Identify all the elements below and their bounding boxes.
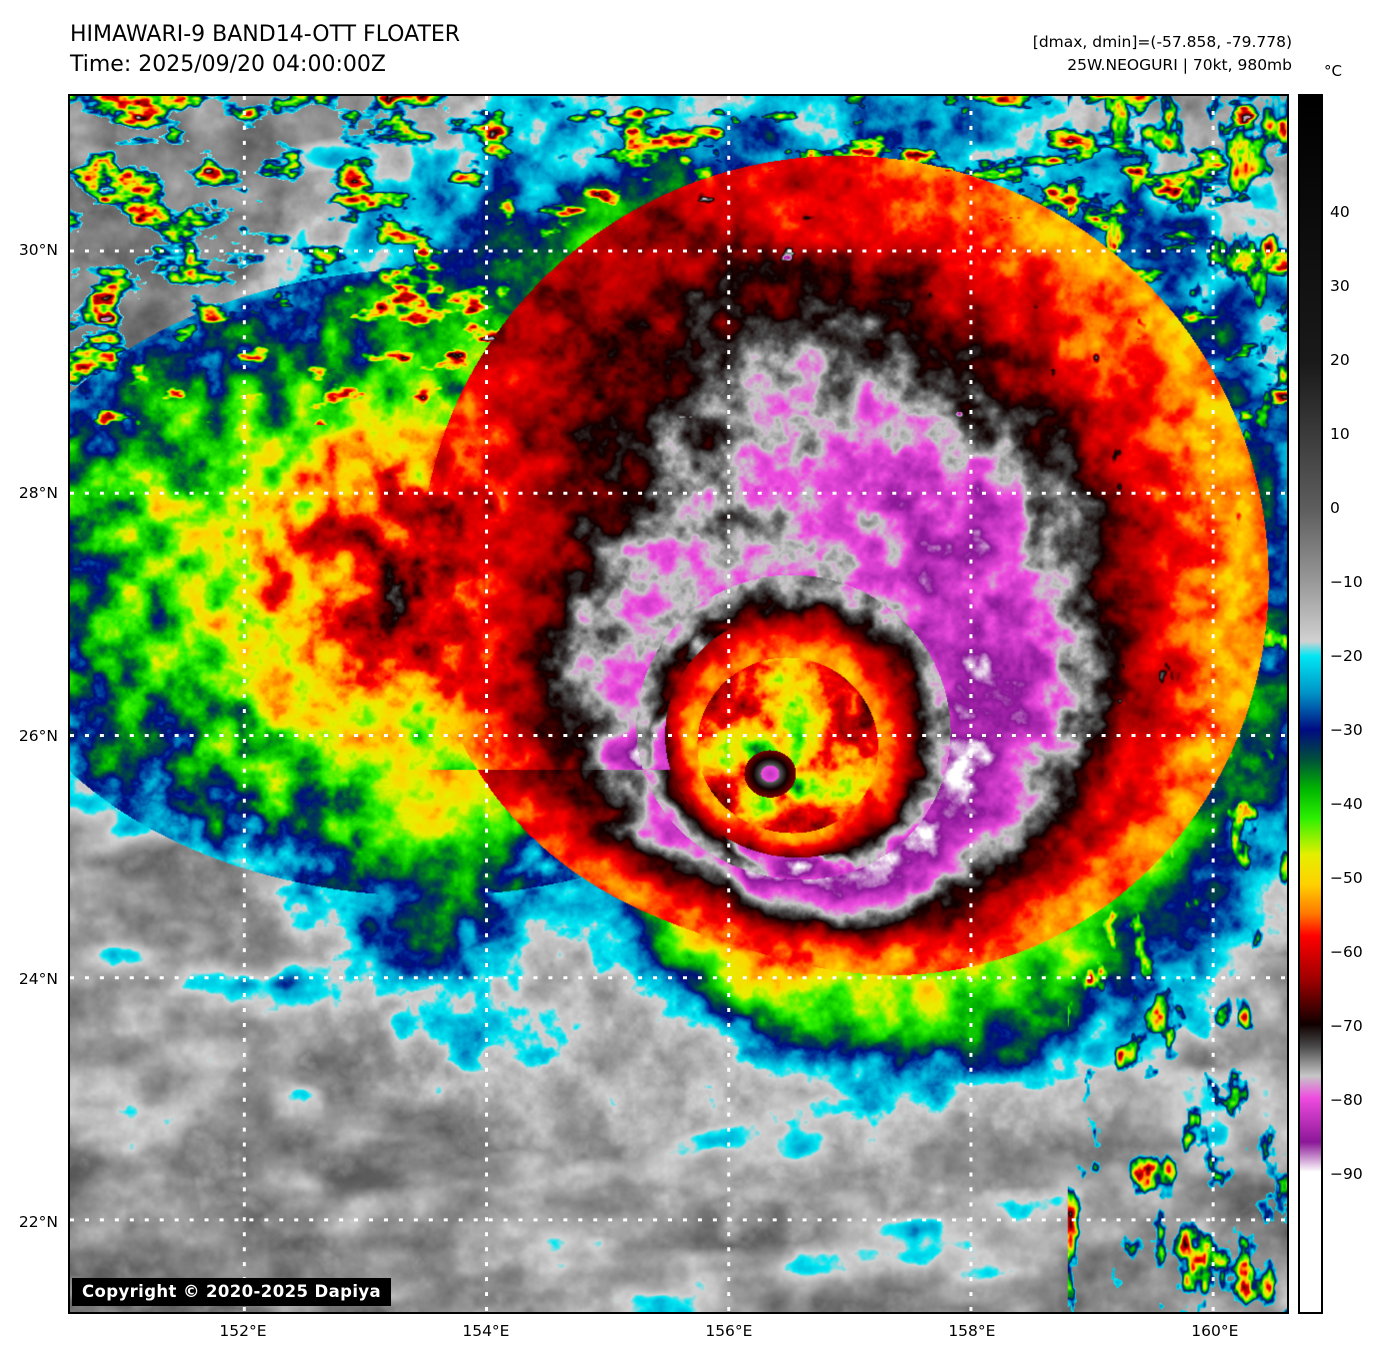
colorbar-tick-0: 40 xyxy=(1330,203,1350,222)
colorbar-tick-8: −40 xyxy=(1330,794,1363,813)
infrared-satellite-imagery xyxy=(70,96,1287,1312)
colorbar-unit-label: °C xyxy=(1324,62,1342,80)
colorbar-tick-5: −10 xyxy=(1330,573,1363,591)
y-axis-tick-0: 30°N xyxy=(18,240,58,259)
colorbar-tick-9: −50 xyxy=(1330,868,1363,887)
page-title: HIMAWARI-9 BAND14-OTT FLOATER Time: 2025… xyxy=(70,20,460,81)
copyright-banner: Copyright © 2020-2025 Dapiya xyxy=(72,1278,392,1306)
colorbar-tick-6: −20 xyxy=(1330,646,1363,665)
colorbar-tick-13: −90 xyxy=(1330,1164,1363,1183)
y-axis-tick-1: 28°N xyxy=(18,483,58,502)
colorbar-tick-12: −80 xyxy=(1330,1090,1363,1109)
x-axis-tick-2: 156°E xyxy=(705,1322,753,1340)
x-axis-tick-0: 152°E xyxy=(219,1322,267,1340)
product-title: HIMAWARI-9 BAND14-OTT FLOATER xyxy=(70,22,461,47)
satellite-image-plot[interactable] xyxy=(68,94,1289,1314)
dminmax-label: [dmax, dmin]=(-57.858, -79.778) xyxy=(1032,33,1292,51)
y-axis-tick-3: 24°N xyxy=(18,969,58,988)
x-axis-tick-1: 154°E xyxy=(462,1322,510,1340)
colorbar-tick-4: 0 xyxy=(1330,499,1340,518)
colorbar-tick-2: 20 xyxy=(1330,351,1350,370)
x-axis-tick-3: 158°E xyxy=(948,1322,996,1340)
colorbar-gradient xyxy=(1300,96,1321,1312)
x-axis-tick-4: 160°E xyxy=(1191,1322,1239,1340)
storm-info-label: 25W.NEOGURI | 70kt, 980mb xyxy=(1067,56,1292,75)
colorbar-tick-3: 10 xyxy=(1330,425,1350,444)
temperature-colorbar xyxy=(1298,94,1323,1314)
colorbar-tick-11: −70 xyxy=(1330,1016,1363,1035)
colorbar-tick-10: −60 xyxy=(1330,942,1363,961)
timestamp-label: Time: 2025/09/20 04:00:00Z xyxy=(70,52,386,78)
y-axis-tick-4: 22°N xyxy=(18,1212,58,1231)
y-axis-tick-2: 26°N xyxy=(18,726,58,745)
colorbar-tick-7: −30 xyxy=(1330,720,1363,739)
colorbar-tick-1: 30 xyxy=(1330,277,1350,296)
header-info: [dmax, dmin]=(-57.858, -79.778) 25W.NEOG… xyxy=(1033,31,1292,78)
